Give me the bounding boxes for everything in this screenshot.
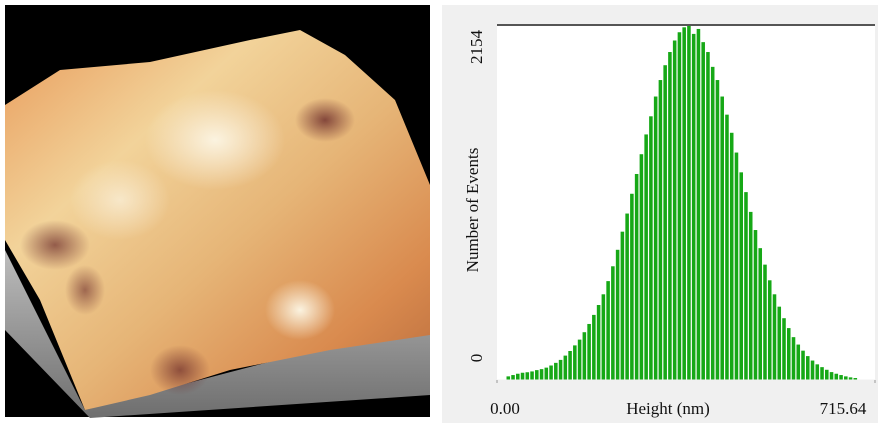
bar [710,66,715,380]
bar [625,213,629,380]
y-tick-label: 2154 [467,30,486,65]
bar [535,370,539,380]
bar [844,376,848,380]
bar [677,32,682,381]
x-axis-label: Height (nm) [626,399,710,418]
peak [70,160,170,240]
bar [516,373,520,380]
bar [592,314,596,380]
plot-area [497,25,875,380]
bar [825,369,829,380]
bar [796,344,801,380]
pit [65,265,105,315]
bar [696,28,701,380]
bar [801,350,805,380]
bar [744,192,748,380]
bar [568,350,572,380]
bar [767,280,772,380]
bar [530,371,534,380]
peak [145,90,285,190]
bar [725,114,729,380]
bar [748,211,753,380]
bar [839,375,843,380]
bar [848,377,853,380]
bar [668,52,672,381]
pit [150,345,210,395]
bar [558,359,563,380]
x-tick-label: 715.64 [820,399,867,418]
bar [739,172,743,380]
bar [549,365,553,380]
bar [753,230,758,380]
bar [672,40,677,381]
bar [606,281,610,380]
bar [734,152,739,380]
bar [720,96,724,380]
bar [520,372,525,380]
bar [805,356,810,380]
bar [634,173,639,380]
bar [706,52,710,381]
bar [829,372,834,380]
bar [587,323,591,380]
bar [573,345,577,380]
bar [525,372,530,380]
bar [639,154,644,380]
bar [729,132,734,380]
bar [601,294,606,380]
bar [596,305,601,380]
afm-surface-image [5,5,430,418]
bar [653,96,658,380]
peak [265,280,335,340]
pit [295,98,355,142]
bar [506,376,511,380]
bar [687,25,691,380]
base-side [5,250,430,418]
bar [577,339,582,380]
bar [691,33,696,381]
bar [649,116,653,380]
bar [820,367,824,380]
bar [539,369,544,380]
bar [511,375,515,380]
histogram: 0 2154 0.00 715.64 [467,24,876,418]
bar [554,362,558,380]
bar [810,360,815,380]
y-tick-label: 0 [467,354,486,363]
bar [663,65,667,380]
x-tick-label: 0.00 [490,399,520,418]
bar [791,337,796,380]
bar [620,231,625,380]
bar [777,306,782,380]
bar [615,249,620,380]
bar [834,373,839,380]
bar [758,248,763,380]
bar [772,294,777,380]
bar [544,367,549,380]
bar [563,355,568,380]
pit [20,220,90,270]
bar [763,264,767,380]
bar [582,332,587,380]
bar [701,42,705,381]
bar [786,328,791,380]
bar [658,80,663,381]
bar [715,80,720,381]
bar [782,318,786,380]
y-axis-label: Number of Events [463,148,482,273]
bar [853,378,858,380]
bar [682,27,686,380]
bar [815,364,820,380]
bar [611,266,615,380]
bar [630,193,634,380]
bar [644,134,648,380]
